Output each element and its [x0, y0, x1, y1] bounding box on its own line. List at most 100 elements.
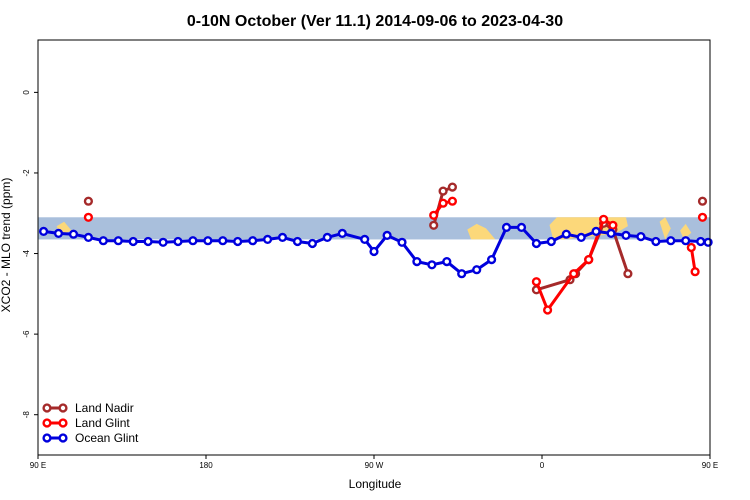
legend-entry: Ocean Glint: [42, 431, 139, 445]
data-point: [53, 228, 64, 239]
data-point: [83, 196, 94, 206]
data-point: [438, 198, 448, 208]
legend-entry: Land Glint: [42, 416, 130, 430]
data-point: [113, 236, 123, 246]
data-point: [623, 269, 633, 279]
y-tick-label: -4: [22, 249, 31, 257]
data-point: [218, 236, 228, 246]
data-point: [584, 255, 594, 265]
x-tick-label: 0: [540, 461, 545, 470]
data-point: [447, 182, 458, 192]
data-point: [447, 196, 458, 206]
y-tick-label: -8: [22, 411, 31, 419]
data-point: [501, 222, 512, 233]
data-point: [472, 265, 482, 275]
data-point: [83, 212, 94, 222]
series-layer: [38, 182, 713, 315]
data-point: [292, 236, 303, 247]
series-line-ocean-glint: [43, 225, 709, 276]
data-point: [98, 236, 108, 246]
data-point: [158, 237, 168, 247]
data-point: [442, 257, 452, 267]
data-point: [636, 232, 646, 242]
x-tick-label: 90 E: [702, 461, 718, 470]
data-point: [697, 212, 708, 222]
data-point: [681, 236, 691, 246]
data-point: [561, 229, 571, 239]
data-point: [608, 220, 618, 230]
legend-marker: [42, 418, 52, 428]
data-point: [397, 237, 407, 247]
land-shape: [467, 223, 496, 240]
data-point: [277, 232, 288, 243]
data-point: [337, 228, 347, 239]
data-point: [690, 267, 700, 277]
data-point: [360, 234, 370, 245]
x-tick-label: 180: [199, 461, 213, 470]
data-point: [248, 236, 258, 246]
data-point: [203, 236, 213, 246]
data-point: [188, 236, 198, 246]
data-point: [531, 238, 542, 249]
land-shape: [680, 223, 692, 240]
chart-title: 0-10N October (Ver 11.1) 2014-09-06 to 2…: [187, 13, 563, 30]
legend-label: Land Nadir: [75, 401, 134, 415]
data-point: [569, 269, 579, 279]
legend-marker: [58, 418, 68, 428]
ocean-band: [38, 217, 710, 240]
data-point: [686, 242, 696, 253]
data-point: [322, 232, 332, 243]
x-axis-label: Longitude: [349, 477, 402, 491]
data-point: [429, 210, 439, 220]
x-axis: 90 E 180 90 W 0 90 E: [30, 455, 718, 470]
data-point: [412, 257, 422, 267]
data-point: [427, 260, 437, 270]
data-point: [666, 236, 676, 246]
legend-marker: [42, 403, 52, 413]
data-point: [429, 220, 439, 230]
data-point: [173, 236, 183, 247]
x-tick-label: 90 E: [30, 461, 46, 470]
data-point: [369, 246, 379, 257]
legend-entry: Land Nadir: [42, 401, 134, 415]
data-point: [606, 228, 616, 239]
y-axis: 0 -2 -4 -6 -8: [22, 90, 38, 419]
data-point: [651, 236, 661, 247]
data-point: [591, 226, 601, 237]
data-point: [516, 222, 527, 233]
data-point: [128, 236, 138, 247]
legend-label: Ocean Glint: [75, 431, 139, 445]
y-tick-label: -2: [22, 169, 31, 177]
data-point: [531, 277, 542, 287]
data-point: [546, 236, 556, 247]
legend-marker: [42, 433, 52, 443]
y-tick-label: -6: [22, 330, 31, 338]
series-land-glint: [83, 196, 708, 315]
data-point: [38, 226, 49, 237]
data-point: [143, 236, 153, 247]
data-point: [487, 255, 497, 265]
data-point: [307, 238, 318, 249]
data-point: [576, 232, 586, 243]
y-axis-label: XCO2 - MLO trend (ppm): [0, 178, 13, 313]
data-point: [233, 236, 243, 247]
series-ocean-glint: [38, 222, 713, 279]
data-point: [697, 196, 708, 206]
data-point: [621, 230, 631, 241]
data-point: [457, 269, 467, 279]
x-tick-label: 90 W: [365, 461, 384, 470]
data-point: [68, 229, 79, 239]
legend-label: Land Glint: [75, 416, 130, 430]
legend-marker: [58, 433, 68, 443]
data-point: [542, 305, 553, 315]
data-point: [382, 230, 392, 241]
legend-marker: [58, 403, 68, 413]
data-point: [438, 186, 448, 196]
data-point: [598, 214, 609, 224]
data-point: [696, 236, 706, 247]
data-point: [83, 232, 94, 243]
y-tick-label: 0: [22, 90, 31, 95]
land-shape: [659, 217, 671, 240]
